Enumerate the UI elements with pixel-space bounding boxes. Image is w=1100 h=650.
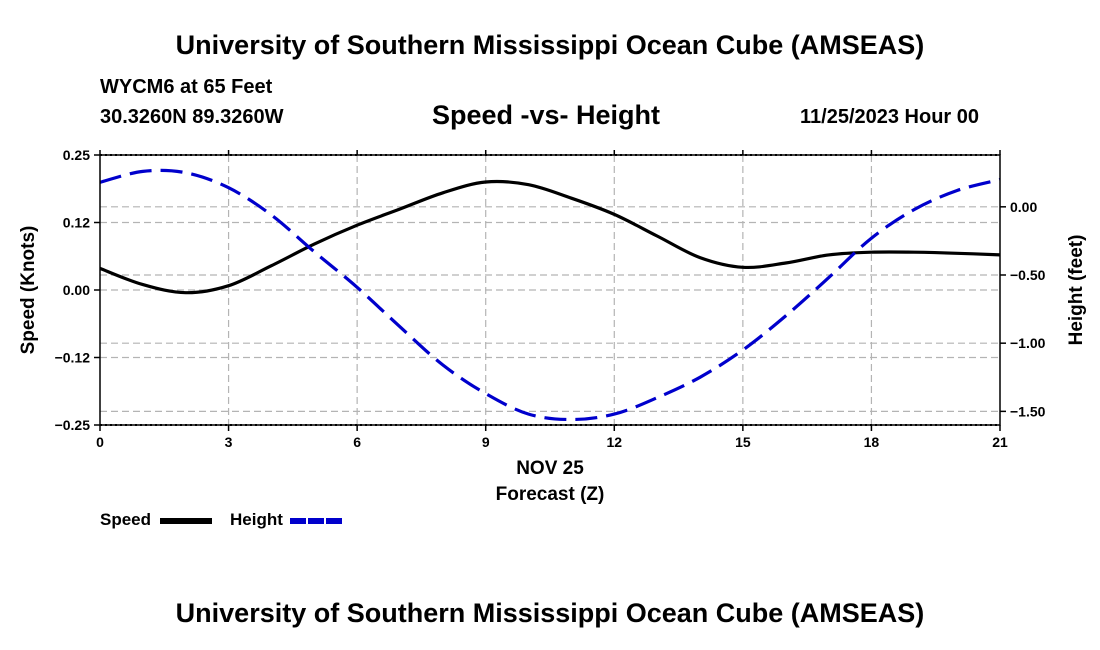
- y-tick-label: −0.25: [55, 417, 91, 433]
- x-tick-label: 6: [353, 434, 361, 450]
- y2-tick-label: −1.50: [1010, 403, 1046, 419]
- series-line-height: [99, 168, 1001, 422]
- legend-height-label: Height: [230, 510, 283, 529]
- grid-lines: [100, 155, 1000, 425]
- legend-height-swatch: [290, 518, 342, 524]
- x-tick-label: 3: [225, 434, 233, 450]
- legend-speed-swatch: [160, 518, 212, 524]
- x-axis-label: Forecast (Z): [496, 484, 605, 505]
- x-tick-label: 12: [606, 434, 622, 450]
- x-axis-date-label: NOV 25: [516, 458, 584, 479]
- y-tick-label: 0.00: [63, 282, 90, 298]
- series-lines: [99, 168, 1001, 422]
- y-tick-label: 0.25: [63, 147, 90, 163]
- station-coordinates: 30.3260N 89.3260W: [100, 106, 284, 128]
- chart-subtitle: Speed -vs- Height: [432, 100, 661, 130]
- x-tick-label: 9: [482, 434, 490, 450]
- chart-title: University of Southern Mississippi Ocean…: [175, 30, 925, 60]
- y-tick-label: −0.12: [55, 350, 91, 366]
- x-tick-label: 15: [735, 434, 751, 450]
- series-line-speed: [99, 179, 1001, 295]
- y2-tick-label: −0.50: [1010, 267, 1046, 283]
- y2-tick-label: −1.00: [1010, 335, 1046, 351]
- forecast-datetime: 11/25/2023 Hour 00: [800, 106, 980, 128]
- x-tick-label: 0: [96, 434, 104, 450]
- y2-tick-label: 0.00: [1010, 199, 1037, 215]
- y2-axis-label: Height (feet): [1066, 235, 1087, 346]
- station-name: WYCM6 at 65 Feet: [100, 76, 273, 98]
- axis-ticks: 0 3 6 9 12 15 18 21 0.25 0.12 0.00 −0.12 −0.25 0.00 −0…: [55, 147, 1046, 450]
- x-tick-label: 18: [864, 434, 880, 450]
- x-tick-label: 21: [992, 434, 1008, 450]
- y-axis-label: Speed (Knots): [18, 226, 39, 355]
- legend-speed-label: Speed: [100, 510, 152, 529]
- y-tick-label: 0.12: [63, 215, 90, 231]
- footer-title: University of Southern Mississippi Ocean…: [175, 598, 925, 628]
